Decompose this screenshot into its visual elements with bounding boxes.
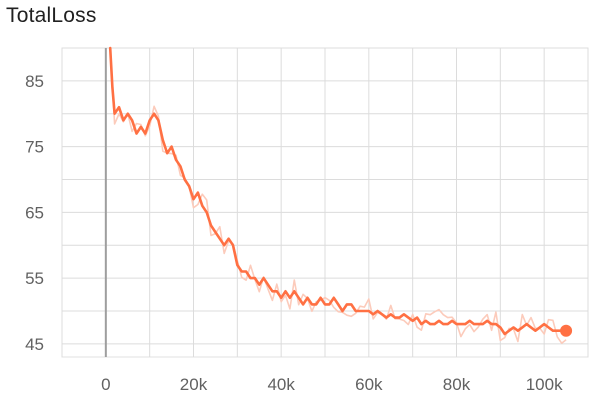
raw-loss-line — [109, 48, 567, 344]
y-tick-label: 45 — [25, 335, 44, 354]
y-tick-label: 55 — [25, 269, 44, 288]
last-point-marker — [560, 324, 573, 337]
smoothed-loss-line — [108, 46, 568, 336]
x-tick-label: 40k — [267, 375, 295, 394]
x-tick-label: 100k — [526, 375, 563, 394]
x-tick-label: 60k — [355, 375, 383, 394]
y-tick-label: 75 — [25, 138, 44, 157]
x-tick-label: 20k — [180, 375, 208, 394]
y-tick-label: 65 — [25, 203, 44, 222]
chart-title: TotalLoss — [6, 4, 97, 27]
x-tick-label: 80k — [443, 375, 471, 394]
x-tick-label: 0 — [101, 375, 110, 394]
y-tick-label: 85 — [25, 72, 44, 91]
